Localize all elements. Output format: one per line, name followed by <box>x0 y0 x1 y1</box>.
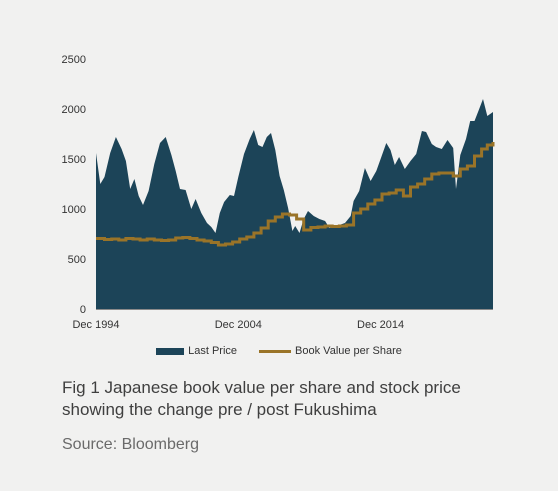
x-axis-ticks: Dec 1994 Dec 2004 Dec 2014 <box>72 319 404 331</box>
legend-item-book-value: Book Value per Share <box>259 345 402 357</box>
legend-label-last-price: Last Price <box>188 345 238 357</box>
last-price-area <box>96 99 493 309</box>
y-tick-label: 1000 <box>62 204 86 216</box>
last-price-swatch <box>156 347 185 355</box>
book-value-line <box>96 142 495 247</box>
x-tick-label: Dec 2014 <box>357 319 404 331</box>
x-tick-label: Dec 1994 <box>72 319 119 331</box>
y-tick-label: 2500 <box>62 54 86 66</box>
y-tick-label: 500 <box>68 254 86 266</box>
figure-caption: Fig 1 Japanese book value per share and … <box>62 378 461 419</box>
y-tick-label: 2000 <box>62 104 86 116</box>
x-tick-label: Dec 2004 <box>215 319 262 331</box>
y-axis-ticks: 0 500 1000 1500 2000 2500 <box>62 54 86 316</box>
legend-item-last-price: Last Price <box>156 345 237 357</box>
legend: Last Price Book Value per Share <box>0 345 558 357</box>
legend-label-book-value: Book Value per Share <box>295 345 402 357</box>
y-tick-label: 1500 <box>62 154 86 166</box>
book-value-swatch <box>259 349 292 353</box>
source-note: Source: Bloomberg <box>62 436 199 453</box>
y-tick-label: 0 <box>80 304 86 316</box>
